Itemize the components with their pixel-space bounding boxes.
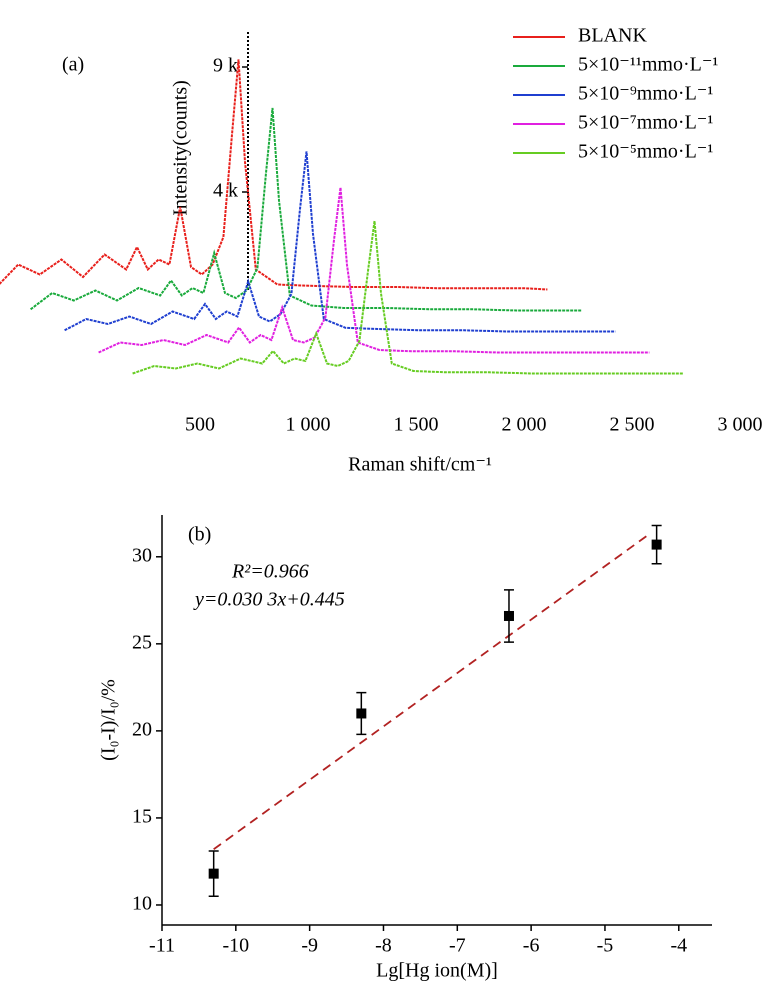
y-tick-label: 15 — [132, 806, 152, 828]
annotation: y=0.030 3x+0.445 — [193, 589, 345, 611]
x-tick-label: 2 500 — [610, 414, 655, 436]
point — [356, 708, 367, 719]
point — [503, 610, 514, 621]
x-tick-label: -4 — [670, 935, 687, 957]
legend-label: 5×10⁻⁷mmo·L⁻¹ — [578, 112, 713, 134]
point — [208, 868, 219, 879]
panel-label: (b) — [188, 524, 211, 546]
legend-label: 5×10⁻⁹mmo·L⁻¹ — [578, 83, 713, 105]
x-tick-label: 1 500 — [394, 414, 439, 436]
x-axis-label: Raman shift/cm⁻¹ — [348, 454, 492, 476]
x-tick-label: -6 — [523, 935, 540, 957]
panel-label: (a) — [62, 54, 84, 76]
y-tick-label: 20 — [132, 718, 152, 740]
y-tick-label: 4 k — [213, 180, 238, 202]
x-tick-label: 500 — [185, 414, 215, 436]
annotation: R²=0.966 — [231, 561, 309, 583]
x-tick-label: -5 — [597, 935, 614, 957]
point — [651, 539, 662, 550]
spectrum — [98, 187, 650, 354]
y-axis-label: Intensity(counts) — [170, 80, 192, 216]
x-tick-label: -7 — [449, 935, 466, 957]
x-tick-label: 1 000 — [286, 414, 331, 436]
legend-label: 5×10⁻⁵mmo·L⁻¹ — [578, 141, 713, 163]
x-tick-label: -8 — [375, 935, 392, 957]
spectrum — [64, 151, 616, 333]
x-tick-label: 2 000 — [502, 414, 547, 436]
legend-label: 5×10⁻¹¹mmo·L⁻¹ — [578, 54, 718, 76]
x-tick-label: -9 — [301, 935, 318, 957]
y-tick-label: 9 k — [213, 55, 238, 77]
y-axis-label: (I₀-I)/I₀/% — [98, 679, 120, 761]
y-tick-label: 25 — [132, 631, 152, 653]
spectrum — [132, 220, 684, 375]
x-tick-label: 3 000 — [718, 414, 763, 436]
x-tick-label: -11 — [149, 935, 175, 957]
spectrum — [0, 59, 548, 291]
y-tick-label: 10 — [132, 893, 152, 915]
spectrum — [29, 107, 582, 312]
x-tick-label: -10 — [222, 935, 249, 957]
y-tick-label: 30 — [132, 544, 152, 566]
x-axis-label: Lg[Hg ion(M)] — [376, 960, 498, 982]
legend-label: BLANK — [578, 25, 647, 47]
